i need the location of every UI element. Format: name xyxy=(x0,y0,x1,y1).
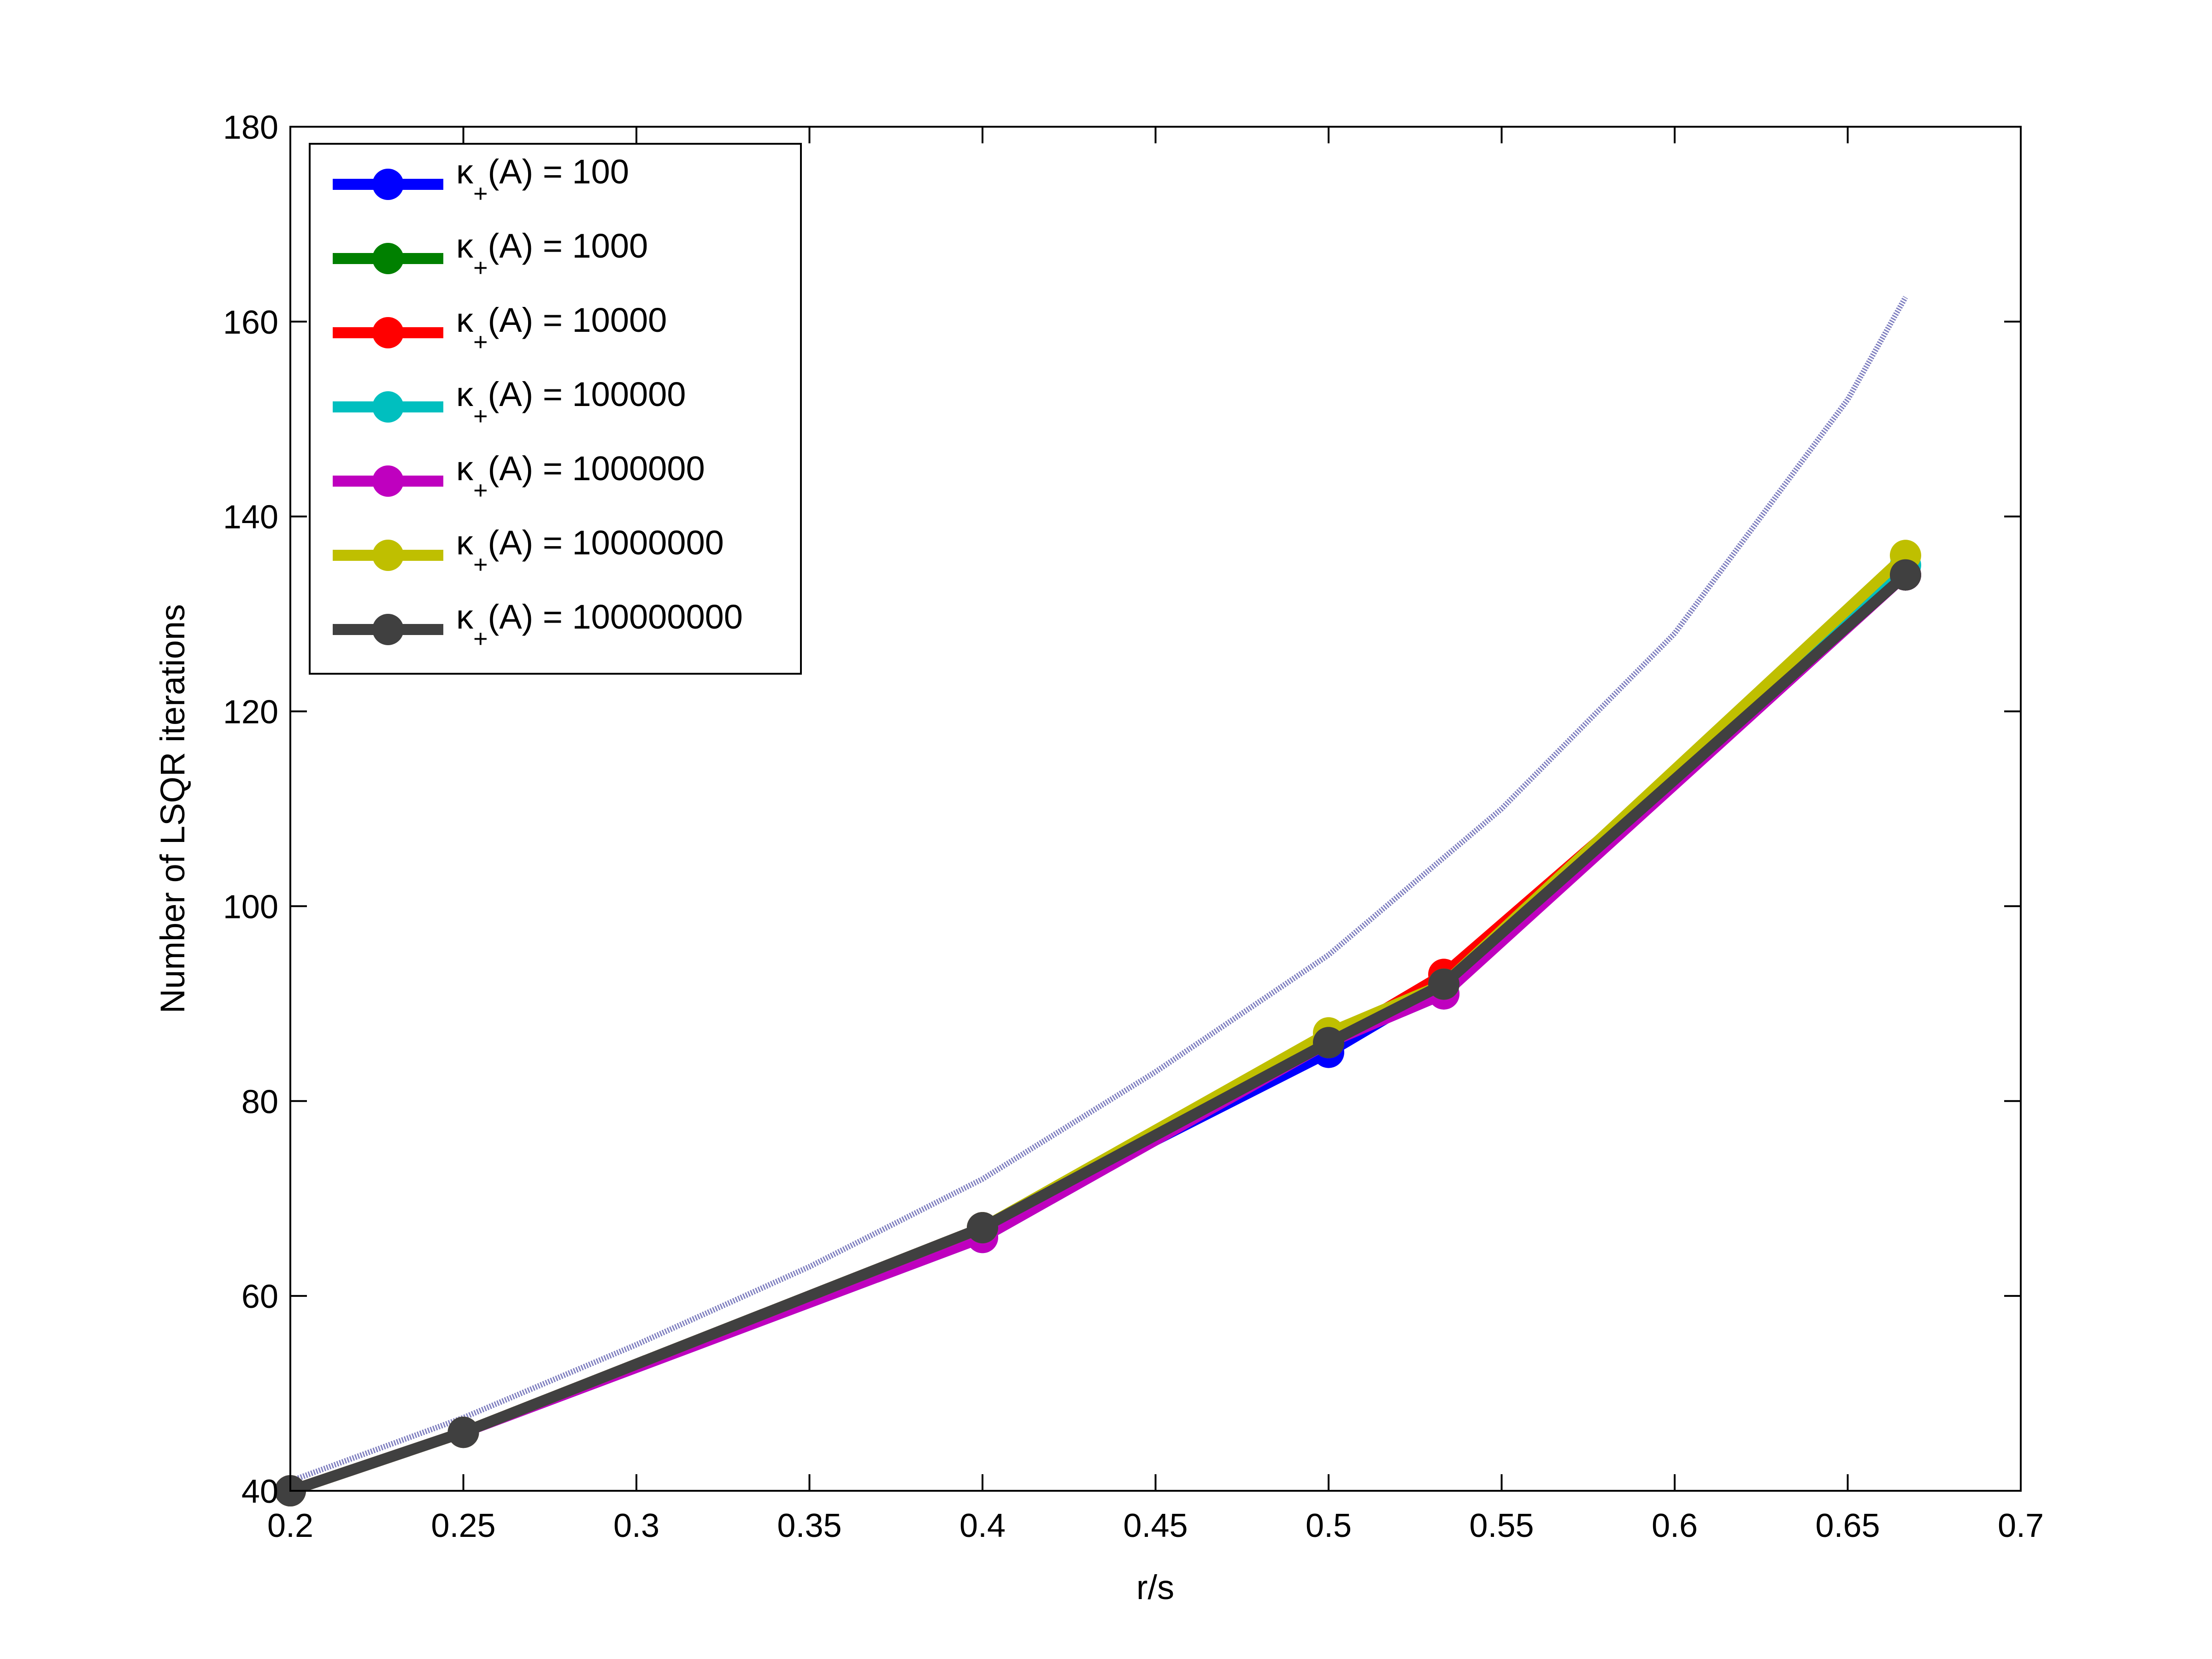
legend-label: κ+(A) = 1000 xyxy=(456,227,648,282)
data-point xyxy=(1889,559,1921,591)
x-tick-label: 0.2 xyxy=(267,1507,313,1544)
x-tick-label: 0.6 xyxy=(1652,1507,1698,1544)
legend-entry: κ+(A) = 100 xyxy=(333,153,629,207)
data-point xyxy=(967,1212,998,1244)
y-tick-label: 40 xyxy=(241,1473,278,1510)
legend-entry: κ+(A) = 1000 xyxy=(333,227,648,282)
y-tick-label: 80 xyxy=(241,1083,278,1120)
y-tick-label: 100 xyxy=(223,888,278,925)
legend-label-value: (A) = 100000 xyxy=(488,375,686,413)
legend-entry: κ+(A) = 10000000 xyxy=(333,524,724,578)
legend-label-subscript: + xyxy=(473,625,488,653)
legend-label-subscript: + xyxy=(473,477,488,504)
y-tick-label: 140 xyxy=(223,499,278,536)
y-axis-label: Number of LSQR iterations xyxy=(153,604,192,1013)
x-tick-label: 0.25 xyxy=(431,1507,495,1544)
legend-label: κ+(A) = 1000000 xyxy=(456,449,705,504)
x-tick-label: 0.3 xyxy=(613,1507,659,1544)
legend-entry: κ+(A) = 10000 xyxy=(333,301,667,356)
legend-label: κ+(A) = 100000 xyxy=(456,375,686,430)
legend-label-symbol: κ xyxy=(456,524,474,562)
legend-label-symbol: κ xyxy=(456,449,474,488)
legend-entry: κ+(A) = 100000000 xyxy=(333,598,743,653)
x-tick-label: 0.5 xyxy=(1306,1507,1352,1544)
legend-label: κ+(A) = 100000000 xyxy=(456,598,743,653)
y-tick-label: 180 xyxy=(223,109,278,146)
legend-label-value: (A) = 100 xyxy=(488,153,629,191)
legend-label-subscript: + xyxy=(473,254,488,282)
legend-label-symbol: κ xyxy=(456,227,474,265)
legend-swatch-marker xyxy=(372,243,404,274)
legend-label: κ+(A) = 10000 xyxy=(456,301,667,356)
legend-label-value: (A) = 1000000 xyxy=(488,449,705,488)
legend-label: κ+(A) = 10000000 xyxy=(456,524,724,578)
legend-label-symbol: κ xyxy=(456,598,474,636)
x-tick-label: 0.4 xyxy=(959,1507,1006,1544)
x-tick-label: 0.65 xyxy=(1815,1507,1880,1544)
series-line xyxy=(285,569,1911,1496)
legend-label-symbol: κ xyxy=(456,375,474,413)
legend-label-subscript: + xyxy=(473,551,488,578)
legend-label-subscript: + xyxy=(473,180,488,207)
legend-swatch-marker xyxy=(372,317,404,348)
legend-label-value: (A) = 1000 xyxy=(488,227,648,265)
data-point xyxy=(1313,1027,1344,1059)
legend-entry: κ+(A) = 1000000 xyxy=(333,449,705,504)
data-point xyxy=(447,1417,479,1448)
legend-label-value: (A) = 10000000 xyxy=(488,524,724,562)
x-axis-label: r/s xyxy=(1136,1568,1174,1606)
x-tick-label: 0.35 xyxy=(777,1507,841,1544)
legend-swatch-marker xyxy=(372,169,404,200)
series-7 xyxy=(275,559,1921,1506)
x-tick-label: 0.45 xyxy=(1123,1507,1188,1544)
legend-label-symbol: κ xyxy=(456,301,474,339)
legend-label: κ+(A) = 100 xyxy=(456,153,629,207)
data-point xyxy=(1428,968,1460,1000)
x-tick-label: 0.7 xyxy=(1998,1507,2044,1544)
legend-label-subscript: + xyxy=(473,328,488,356)
legend-label-value: (A) = 10000 xyxy=(488,301,667,339)
x-tick-label: 0.55 xyxy=(1469,1507,1534,1544)
tick-layer: 0.2 0.25 0.3 0.35 0.4 0.45 0.5 0.55 0.6 0.65 0.7 40… xyxy=(223,109,2044,1544)
legend-label-subscript: + xyxy=(473,402,488,430)
y-tick-label: 160 xyxy=(223,304,278,341)
legend-swatch-marker xyxy=(372,540,404,571)
series-layer xyxy=(275,540,1921,1506)
y-tick-label: 60 xyxy=(241,1278,278,1315)
legend-swatch-marker xyxy=(372,465,404,497)
legend-label-value: (A) = 100000000 xyxy=(488,598,743,636)
y-tick-label: 120 xyxy=(223,694,278,731)
legend-swatch-marker xyxy=(372,614,404,645)
legend-swatch-marker xyxy=(372,391,404,423)
legend-entry: κ+(A) = 100000 xyxy=(333,375,686,430)
legend-label-symbol: κ xyxy=(456,153,474,191)
